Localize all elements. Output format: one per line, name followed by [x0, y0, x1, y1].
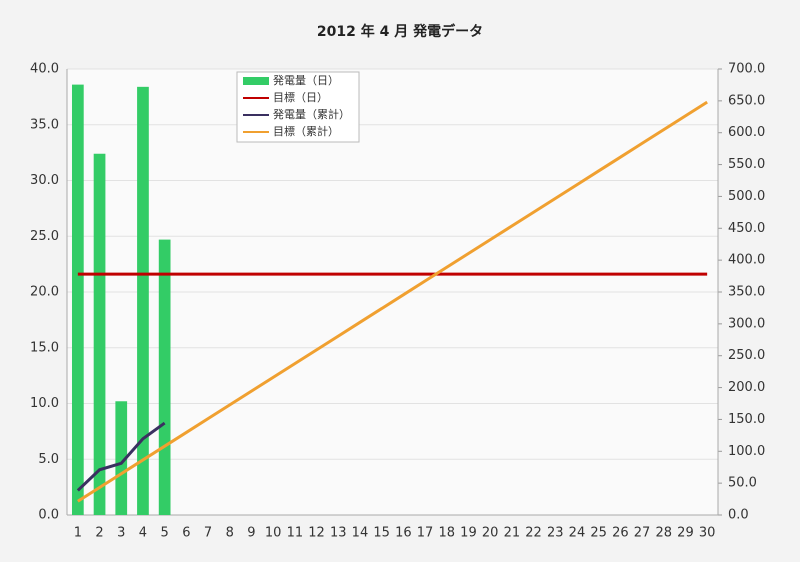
x-tick-label: 13: [330, 526, 347, 541]
bar: [93, 153, 106, 516]
bar: [158, 239, 171, 515]
legend-label: 発電量（日）: [273, 73, 339, 87]
x-tick-label: 23: [547, 526, 564, 541]
x-tick-label: 22: [525, 526, 542, 541]
y2-tick-label: 650.0: [728, 93, 765, 108]
y2-tick-label: 550.0: [728, 157, 765, 172]
legend-label: 目標（累計）: [273, 124, 339, 138]
x-tick-label: 26: [612, 526, 629, 541]
line: [76, 421, 166, 492]
y-tick-label: 10.0: [30, 396, 59, 411]
legend-swatch: [243, 77, 269, 85]
x-tick-label: 1: [74, 526, 82, 541]
x-tick-label: 8: [226, 526, 234, 541]
y-tick-label: 40.0: [30, 62, 59, 77]
y2-tick-label: 100.0: [728, 444, 765, 459]
bar: [71, 84, 84, 516]
y2-tick-label: 400.0: [728, 253, 765, 268]
y-tick-label: 30.0: [30, 173, 59, 188]
x-tick-label: 7: [204, 526, 212, 541]
y2-tick-label: 300.0: [728, 316, 765, 331]
y2-tick-label: 600.0: [728, 125, 765, 140]
legend-label: 発電量（累計）: [273, 107, 350, 121]
x-tick-label: 15: [373, 526, 390, 541]
y2-tick-label: 0.0: [728, 508, 749, 523]
y2-tick-label: 200.0: [728, 380, 765, 395]
line: [77, 100, 708, 503]
y-tick-label: 15.0: [30, 340, 59, 355]
y2-tick-label: 450.0: [728, 221, 765, 236]
y2-tick-label: 350.0: [728, 285, 765, 300]
x-tick-label: 17: [417, 526, 434, 541]
y2-tick-label: 500.0: [728, 189, 765, 204]
y-tick-label: 25.0: [30, 229, 59, 244]
x-tick-label: 24: [569, 526, 586, 541]
y-tick-label: 5.0: [38, 452, 59, 467]
x-tick-label: 6: [182, 526, 190, 541]
bar: [115, 401, 128, 515]
x-tick-label: 30: [699, 526, 716, 541]
x-tick-label: 12: [308, 526, 325, 541]
x-tick-label: 19: [460, 526, 477, 541]
x-tick-label: 29: [677, 526, 694, 541]
x-tick-label: 3: [117, 526, 125, 541]
chart-title: 2012 年 4 月 発電データ: [317, 23, 483, 40]
y-tick-label: 0.0: [38, 508, 59, 523]
x-tick-label: 16: [395, 526, 412, 541]
y2-tick-label: 150.0: [728, 412, 765, 427]
x-tick-label: 5: [161, 526, 169, 541]
x-tick-label: 20: [482, 526, 499, 541]
x-tick-label: 14: [352, 526, 369, 541]
bar: [137, 86, 149, 515]
y-tick-label: 35.0: [30, 117, 59, 132]
y2-tick-label: 50.0: [728, 476, 757, 491]
x-tick-label: 18: [438, 526, 455, 541]
y2-tick-label: 700.0: [728, 62, 765, 77]
x-tick-label: 28: [655, 526, 672, 541]
y2-tick-label: 250.0: [728, 348, 765, 363]
x-tick-label: 4: [139, 526, 147, 541]
x-tick-label: 11: [287, 526, 304, 541]
y-tick-label: 20.0: [30, 285, 59, 300]
x-tick-label: 21: [504, 526, 521, 541]
legend-label: 目標（日）: [273, 90, 328, 104]
x-tick-label: 10: [265, 526, 282, 541]
x-tick-label: 9: [247, 526, 255, 541]
x-tick-label: 2: [95, 526, 103, 541]
x-tick-label: 27: [634, 526, 651, 541]
x-tick-label: 25: [590, 526, 607, 541]
